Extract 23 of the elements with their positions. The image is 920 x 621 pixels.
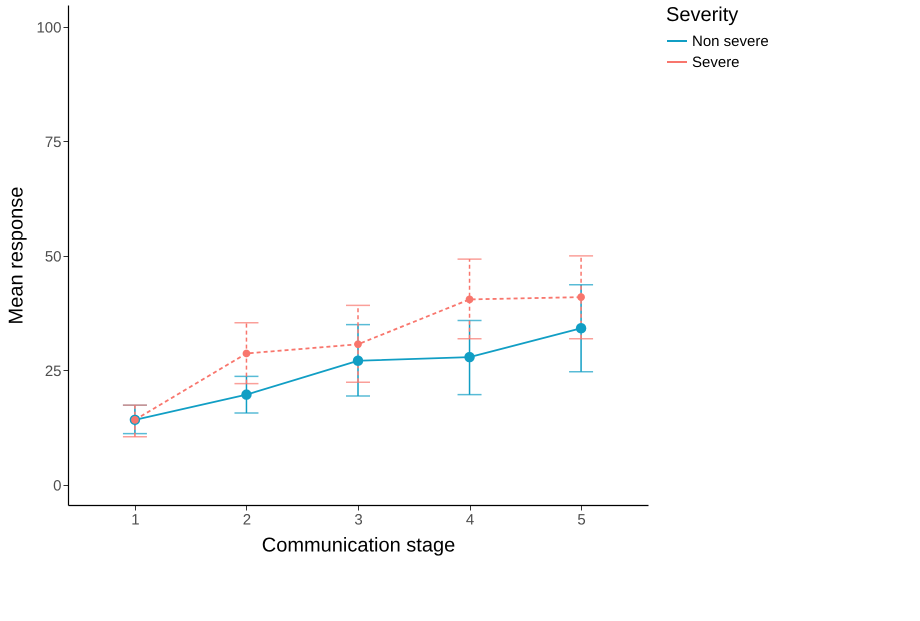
y-tick-label: 25: [44, 362, 62, 380]
x-tick-label: 4: [466, 512, 474, 528]
x-tick-label: 2: [242, 512, 252, 528]
legend-label: Severe: [692, 54, 740, 71]
x-axis-title: Communication stage: [262, 534, 456, 556]
point: [352, 356, 364, 366]
point: [464, 352, 475, 362]
y-tick-label: 50: [44, 248, 62, 266]
legend-title: Severity: [666, 4, 738, 26]
y-tick-label: 100: [36, 19, 62, 36]
x-tick-label: 3: [354, 512, 363, 528]
point: [576, 323, 586, 334]
y-tick-label: 75: [44, 134, 62, 151]
y-axis-title: Mean response: [5, 186, 28, 324]
x-tick-label: 5: [577, 512, 586, 528]
point: [241, 389, 252, 400]
point: [466, 296, 474, 304]
x-tick-label: 1: [131, 512, 140, 528]
point: [242, 350, 250, 358]
point: [354, 340, 362, 348]
legend-label: Non severe: [692, 33, 769, 50]
point: [577, 293, 585, 301]
y-tick-label: 0: [53, 477, 62, 494]
